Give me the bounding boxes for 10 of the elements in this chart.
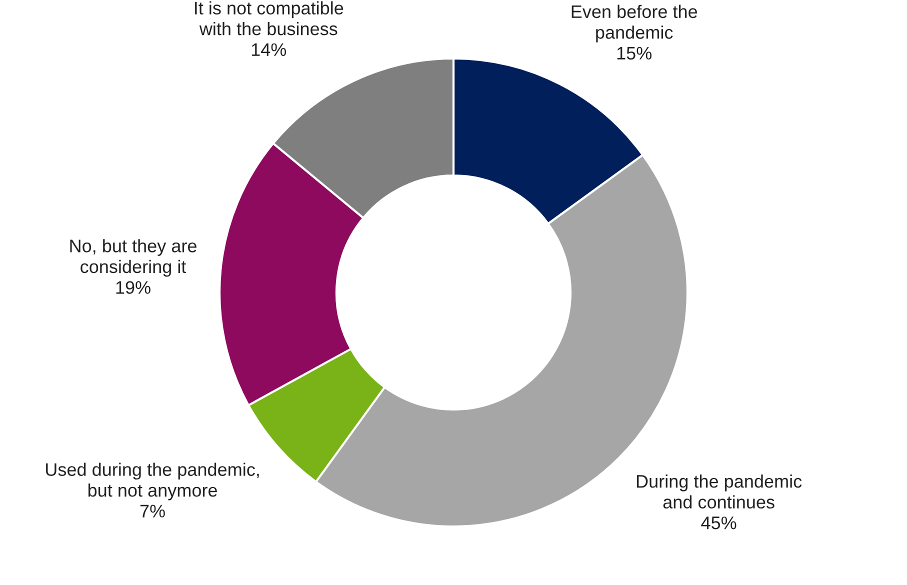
slice-label: During the pandemic and continues: [636, 474, 802, 509]
slice-label: Even before the pandemic: [572, 4, 698, 42]
data-label: 45%: [701, 516, 736, 530]
slice-label: It is not compatible with the business: [195, 1, 344, 36]
slice-label: No, but they are considering it: [70, 239, 196, 277]
data-label: 19%: [116, 281, 150, 294]
slice-label: Used during the pandemic, but not anymore: [46, 462, 259, 500]
data-label: 14%: [252, 43, 286, 56]
data-label: 15%: [617, 46, 652, 60]
data-label: 7%: [140, 504, 165, 518]
